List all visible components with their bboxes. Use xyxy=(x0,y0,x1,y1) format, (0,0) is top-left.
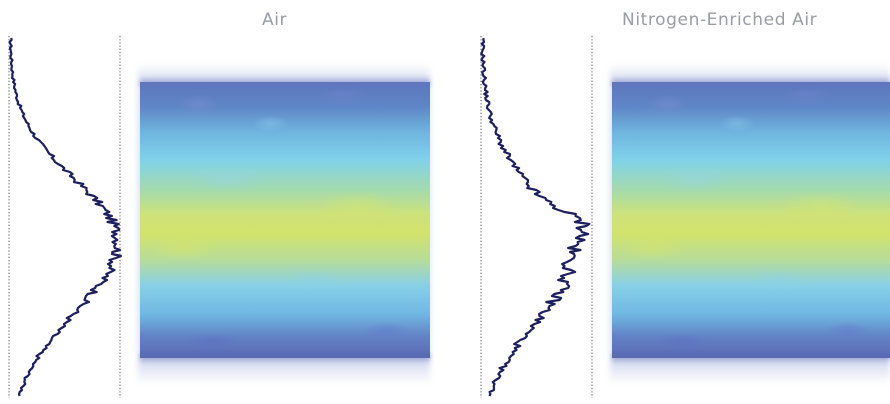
air-profile-curve xyxy=(8,37,122,397)
nitrogen-enriched-air-panel: Nitrogen-Enriched Air xyxy=(470,0,890,404)
air-panel-title: Air xyxy=(262,10,288,30)
nitrogen-enriched-air-panel-title: Nitrogen-Enriched Air xyxy=(622,10,818,30)
air-beam-profile xyxy=(8,36,122,398)
nea-profile-curve xyxy=(480,37,591,397)
air-beam-image xyxy=(138,64,430,384)
air-panel: Air xyxy=(8,10,430,398)
nitrogen-enriched-air-beam-profile xyxy=(480,36,593,398)
nitrogen-enriched-air-beam-image xyxy=(610,64,890,384)
